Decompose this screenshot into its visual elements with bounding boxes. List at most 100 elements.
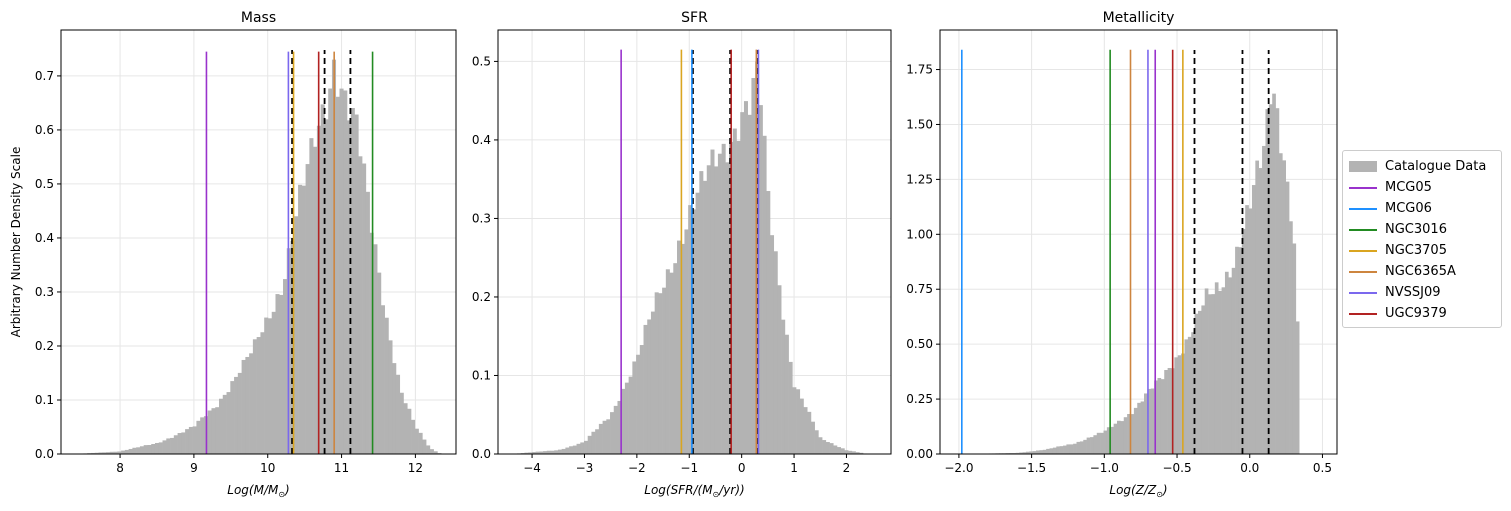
histogram-bar [1143, 393, 1148, 454]
y-tick-label: 0.1 [35, 393, 54, 407]
histogram-bar [595, 429, 600, 454]
histogram-bar [565, 447, 570, 454]
histogram-bar [1245, 205, 1249, 454]
histogram-bar [154, 442, 160, 454]
histogram-bar [399, 392, 404, 454]
legend-item: MCG05 [1343, 177, 1501, 198]
histogram-bar [859, 452, 864, 454]
panel-title: SFR [681, 10, 708, 26]
y-tick-label: 1.50 [906, 117, 933, 131]
x-tick-label: 10 [260, 461, 275, 475]
histogram-bar [1231, 267, 1236, 454]
legend-swatch [1349, 249, 1377, 252]
histogram-bar [177, 433, 182, 454]
histogram-bar [680, 243, 685, 454]
histogram-bar [1164, 370, 1168, 454]
legend-item: NGC6365A [1343, 261, 1501, 282]
histogram-bar [1123, 417, 1128, 454]
histogram-bar [1147, 388, 1152, 454]
histogram-bar [758, 105, 763, 454]
histogram-bar [211, 408, 216, 454]
histogram-bar [740, 112, 745, 454]
histogram-bar [557, 449, 562, 454]
y-tick-label: 0.1 [472, 368, 491, 382]
histogram-bar [343, 90, 348, 454]
histogram-bar [166, 438, 171, 454]
histogram-bar [94, 452, 99, 454]
histogram-bar [535, 451, 540, 454]
histogram-bar [676, 240, 682, 454]
histogram-bar [1042, 449, 1047, 454]
histogram-bar [1052, 447, 1057, 454]
histogram-bar [245, 356, 250, 454]
y-tick-label: 0.5 [472, 54, 491, 68]
histogram-bar [732, 128, 737, 454]
histogram-bar [1076, 441, 1081, 454]
histogram-bar [350, 108, 355, 454]
histogram-bar [188, 426, 193, 454]
histogram-bar [264, 317, 269, 454]
histogram-bar [617, 400, 622, 454]
histogram-bar [234, 376, 239, 454]
histogram-bar [392, 363, 397, 454]
x-tick-label: −4 [523, 461, 541, 475]
histogram-bar [855, 452, 860, 454]
histogram-bar [810, 421, 815, 454]
histogram-bar [196, 420, 201, 454]
y-tick-label: 0.50 [906, 337, 933, 351]
histogram-bar [818, 437, 823, 454]
histogram-bar [1117, 420, 1121, 454]
histogram-bar [309, 138, 314, 454]
histogram-bar [294, 216, 299, 454]
histogram-bar [650, 311, 655, 454]
histogram-bar [143, 445, 148, 454]
histogram-bar [411, 419, 416, 454]
x-tick-label: 12 [408, 461, 423, 475]
histogram-bar [1238, 247, 1243, 454]
histogram-bar [747, 114, 752, 454]
histogram-bar [1289, 221, 1293, 454]
histogram-bar [1049, 448, 1054, 454]
legend-swatch [1349, 186, 1377, 189]
histogram-bar [710, 149, 715, 454]
histogram-bar [1150, 388, 1155, 454]
histogram-bar [743, 101, 748, 454]
histogram-bar [647, 319, 652, 454]
histogram-bar [1167, 367, 1172, 454]
histogram-bar [699, 171, 704, 454]
histogram-bar [185, 429, 190, 454]
histogram-bar [550, 450, 555, 454]
histogram-bar [1039, 450, 1044, 454]
histogram-bar [658, 293, 663, 454]
legend-swatch [1349, 228, 1377, 231]
histogram-bar [407, 408, 412, 454]
histogram-bar [1157, 377, 1162, 454]
histogram-bar [528, 452, 533, 454]
histogram-bar [569, 446, 574, 454]
histogram-bar [1197, 310, 1202, 454]
y-tick-label: 0.2 [35, 339, 54, 353]
histogram-bar [1130, 414, 1135, 454]
y-tick-label: 1.00 [906, 227, 933, 241]
histogram-bar [654, 292, 659, 454]
histogram-bar [173, 435, 178, 454]
histogram-bar [403, 403, 408, 454]
histogram-bar [339, 88, 344, 454]
histogram-bar [358, 156, 363, 454]
histogram-bar [1103, 430, 1108, 454]
histogram-bar [380, 305, 385, 454]
x-tick-label: 9 [190, 461, 198, 475]
histogram-bar [151, 444, 156, 454]
histogram-bar [583, 440, 589, 454]
histogram-bar [669, 272, 674, 454]
histogram-bar [271, 311, 276, 454]
x-tick-label: 1 [790, 461, 798, 475]
histogram-bar [124, 449, 129, 454]
histogram-bar [1090, 437, 1094, 454]
histogram-bar [766, 191, 771, 454]
y-tick-label: 0.75 [906, 282, 933, 296]
y-tick-label: 0.0 [472, 447, 491, 461]
histogram-bar [147, 444, 152, 454]
y-tick-label: 1.25 [906, 172, 933, 186]
histogram-bar [139, 446, 144, 454]
